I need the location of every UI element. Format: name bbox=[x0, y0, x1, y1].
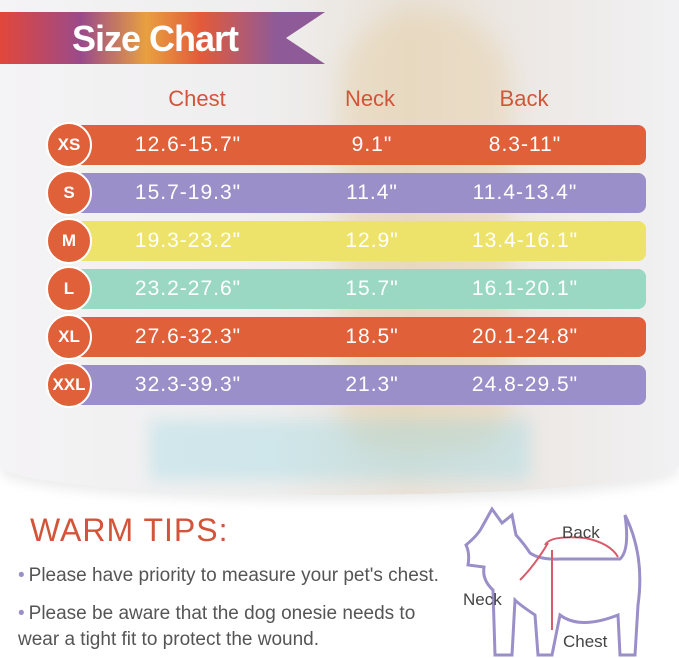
chest-value: 19.3-23.2" bbox=[134, 229, 242, 252]
tip-text: Please be aware that the dog onesie need… bbox=[18, 603, 416, 650]
chest-value: 27.6-32.3" bbox=[134, 325, 242, 348]
neck-value: 11.4" bbox=[346, 181, 398, 204]
diagram-label-back: Back bbox=[562, 523, 600, 542]
tip-item: • Please be aware that the dog onesie nee… bbox=[18, 601, 448, 653]
size-row-m bbox=[62, 221, 646, 261]
chest-value: 12.6-15.7" bbox=[134, 133, 242, 156]
neck-value: 21.3" bbox=[345, 373, 399, 396]
neck-value: 15.7" bbox=[345, 277, 399, 300]
size-row-xs bbox=[62, 125, 646, 165]
back-value: 16.1-20.1" bbox=[471, 277, 579, 300]
title: Size Chart bbox=[72, 18, 239, 59]
bullet-icon: • bbox=[18, 603, 25, 624]
bullet-icon: • bbox=[18, 565, 25, 586]
back-value: 11.4-13.4" bbox=[472, 181, 578, 204]
neck-value: 12.9" bbox=[345, 229, 399, 252]
diagram-label-chest: Chest bbox=[563, 632, 608, 651]
tip-item: • Please have priority to measure your pe… bbox=[18, 563, 468, 589]
size-row-xxl bbox=[62, 365, 646, 405]
size-badge: L bbox=[46, 266, 92, 312]
back-value: 13.4-16.1" bbox=[471, 229, 579, 252]
header-back: Back bbox=[499, 86, 549, 111]
size-badge: S bbox=[46, 170, 92, 216]
chest-value: 15.7-19.3" bbox=[134, 181, 242, 204]
size-row-l bbox=[62, 269, 646, 309]
title-banner: Size Chart bbox=[0, 12, 325, 64]
header-chest: Chest bbox=[168, 86, 226, 111]
chest-value: 23.2-27.6" bbox=[134, 277, 242, 300]
size-row-s bbox=[62, 173, 646, 213]
size-badge: XL bbox=[46, 314, 92, 360]
size-badge: XS bbox=[46, 122, 92, 168]
size-badge: XXL bbox=[46, 362, 92, 408]
diagram-label-neck: Neck bbox=[463, 590, 502, 609]
dog-measure-diagram-icon bbox=[464, 506, 642, 657]
neck-value: 9.1" bbox=[351, 133, 393, 156]
mat bbox=[150, 420, 530, 480]
back-value: 8.3-11" bbox=[488, 133, 562, 156]
back-value: 24.8-29.5" bbox=[471, 373, 579, 396]
tips-title: WARM TIPS: bbox=[30, 512, 229, 548]
neck-value: 18.5" bbox=[345, 325, 399, 348]
size-row-xl bbox=[62, 317, 646, 357]
back-value: 20.1-24.8" bbox=[471, 325, 579, 348]
header-neck: Neck bbox=[344, 86, 396, 111]
chest-value: 32.3-39.3" bbox=[134, 373, 242, 396]
size-badge: M bbox=[46, 218, 92, 264]
tip-text: Please have priority to measure your pet… bbox=[28, 565, 439, 586]
